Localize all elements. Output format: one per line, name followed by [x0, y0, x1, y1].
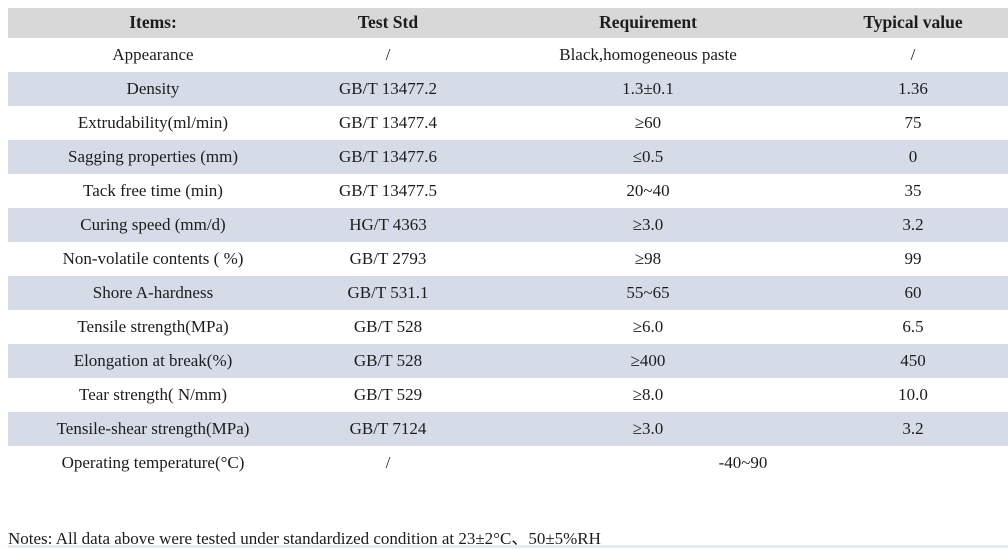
typical-value-cell: 75 [904, 112, 922, 132]
item-cell: Elongation at break(%) [73, 350, 233, 370]
test-std-cell: GB/T 13477.6 [339, 146, 437, 166]
item-cell: Tensile strength(MPa) [77, 316, 229, 336]
cutoff-row-sliver [8, 545, 1008, 548]
item-cell: Tear strength( N/mm) [79, 384, 227, 404]
spec-table-body: Appearance / Black,homogeneous paste / Densi… [8, 38, 1008, 480]
header-requirement: Requirement [599, 12, 697, 33]
typical-value-cell: 1.36 [898, 78, 928, 98]
typical-value-cell: 10.0 [898, 384, 928, 404]
table-row: Extrudability(ml/min) GB/T 13477.4 ≥60 75 [8, 106, 1008, 140]
item-cell: Extrudability(ml/min) [77, 112, 229, 132]
item-cell: Shore A-hardness [92, 282, 214, 302]
test-std-cell: / [385, 452, 391, 472]
requirement-cell: ≥98 [634, 248, 662, 268]
typical-value-cell: 60 [904, 282, 922, 302]
requirement-cell: 20~40 [626, 180, 670, 200]
item-cell: Sagging properties (mm) [68, 146, 238, 166]
requirement-cell: -40~90 [718, 452, 768, 472]
typical-value-cell: / [910, 44, 916, 64]
requirement-cell: ≥3.0 [632, 418, 664, 438]
spec-table: Items: Test Std Requirement Typical valu… [8, 8, 1008, 480]
table-row: Tack free time (min) GB/T 13477.5 20~40 35 [8, 174, 1008, 208]
table-row: Density GB/T 13477.2 1.3±0.1 1.36 [8, 72, 1008, 106]
requirement-cell: 1.3±0.1 [622, 78, 674, 98]
test-std-cell: GB/T 528 [353, 350, 423, 370]
item-cell: Non-volatile contents ( %) [62, 248, 244, 268]
item-cell: Tensile-shear strength(MPa) [56, 418, 250, 438]
requirement-cell: ≤0.5 [632, 146, 664, 166]
typical-value-cell: 3.2 [902, 214, 924, 234]
requirement-cell: ≥6.0 [632, 316, 664, 336]
header-test-std: Test Std [357, 12, 419, 33]
test-std-cell: GB/T 7124 [349, 418, 427, 438]
table-row: Curing speed (mm/d) HG/T 4363 ≥3.0 3.2 [8, 208, 1008, 242]
item-cell: Curing speed (mm/d) [80, 214, 226, 234]
item-cell: Density [126, 78, 180, 98]
test-std-cell: / [385, 44, 391, 64]
requirement-cell: ≥60 [634, 112, 662, 132]
table-row: Operating temperature(°C) / -40~90 [8, 446, 1008, 480]
table-row: Shore A-hardness GB/T 531.1 55~65 60 [8, 276, 1008, 310]
header-items: Items: [129, 12, 177, 33]
table-row: Tear strength( N/mm) GB/T 529 ≥8.0 10.0 [8, 378, 1008, 412]
item-cell: Tack free time (min) [83, 180, 223, 200]
table-row: Tensile-shear strength(MPa) GB/T 7124 ≥3.0… [8, 412, 1008, 446]
requirement-cell: ≥3.0 [632, 214, 664, 234]
typical-value-cell: 3.2 [902, 418, 924, 438]
typical-value-cell: 6.5 [902, 316, 924, 336]
table-row: Elongation at break(%) GB/T 528 ≥400 450 [8, 344, 1008, 378]
notes-text: Notes: All data above were tested under … [8, 529, 601, 548]
test-std-cell: GB/T 13477.2 [339, 78, 437, 98]
test-std-cell: GB/T 531.1 [347, 282, 429, 302]
test-std-cell: GB/T 529 [353, 384, 423, 404]
typical-value-cell: 450 [900, 350, 926, 370]
table-row: Tensile strength(MPa) GB/T 528 ≥6.0 6.5 [8, 310, 1008, 344]
table-row: Sagging properties (mm) GB/T 13477.6 ≤0.5 0 [8, 140, 1008, 174]
test-std-cell: GB/T 13477.5 [339, 180, 437, 200]
item-cell: Appearance [112, 44, 194, 64]
test-std-cell: GB/T 13477.4 [339, 112, 437, 132]
table-header-row: Items: Test Std Requirement Typical valu… [8, 8, 1008, 38]
typical-value-cell: 0 [908, 146, 918, 166]
requirement-cell: Black,homogeneous paste [559, 44, 737, 64]
typical-value-cell: 99 [904, 248, 922, 268]
item-cell: Operating temperature(°C) [61, 452, 245, 472]
requirement-cell: ≥8.0 [632, 384, 664, 404]
requirement-cell: ≥400 [630, 350, 666, 370]
test-std-cell: HG/T 4363 [349, 214, 427, 234]
test-std-cell: GB/T 528 [353, 316, 423, 336]
table-row: Non-volatile contents ( %) GB/T 2793 ≥98 99 [8, 242, 1008, 276]
header-typical-value: Typical value [863, 12, 963, 33]
requirement-cell: 55~65 [626, 282, 670, 302]
typical-value-cell: 35 [904, 180, 922, 200]
test-std-cell: GB/T 2793 [349, 248, 427, 268]
table-row: Appearance / Black,homogeneous paste / [8, 38, 1008, 72]
